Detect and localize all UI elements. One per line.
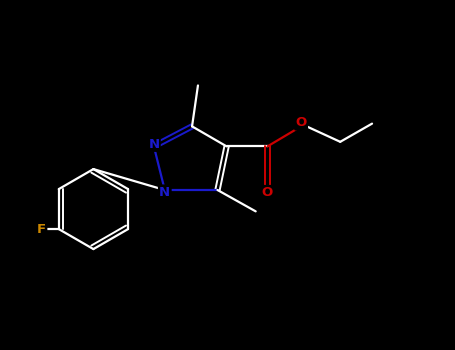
Text: N: N xyxy=(148,138,159,150)
Text: O: O xyxy=(295,116,307,129)
Text: N: N xyxy=(159,186,170,199)
Text: O: O xyxy=(262,186,273,199)
Text: F: F xyxy=(37,223,46,236)
